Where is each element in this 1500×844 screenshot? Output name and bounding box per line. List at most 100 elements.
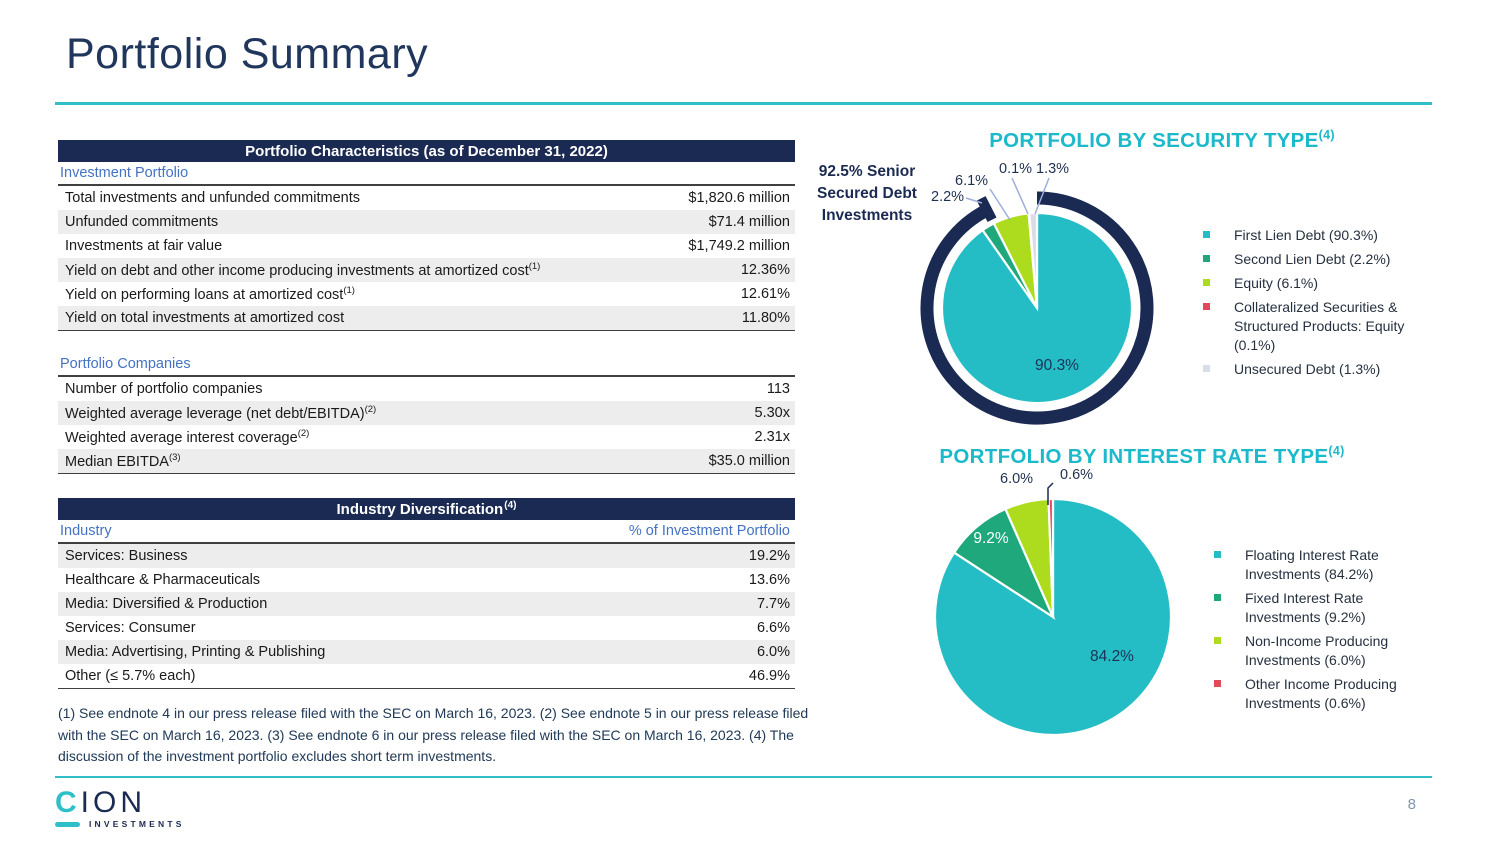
legend-label: Equity (6.1%) [1234, 275, 1319, 291]
fixed-slice-label: 9.2% [973, 530, 1009, 547]
legend-bullet-icon [1203, 255, 1210, 262]
table-row: Yield on total investments at amortized … [58, 306, 795, 330]
row-value: $35.0 million [708, 453, 790, 469]
row-value: $1,749.2 million [688, 238, 790, 254]
annotation-line: 92.5% Senior [818, 163, 916, 180]
legend-item: Collateralized Securities & Structured P… [1203, 298, 1443, 355]
annotation-line: Secured Debt [817, 185, 917, 202]
characteristics-table-title: Portfolio Characteristics (as of Decembe… [245, 142, 608, 160]
logo-bar-icon [55, 821, 80, 827]
legend-item: Non-Income Producing Investments (6.0%) [1214, 632, 1444, 670]
table-row: Investments at fair value $1,749.2 millio… [58, 234, 795, 258]
legend-bullet-icon [1214, 594, 1221, 601]
industry-pct-col-header: % of Investment Portfolio [628, 523, 790, 539]
security-chart-title: PORTFOLIO BY SECURITY TYPE(4) [989, 128, 1335, 152]
legend-label: Second Lien Debt (2.2%) [1234, 251, 1391, 267]
row-label: Services: Consumer [65, 620, 196, 636]
table-row: Healthcare & Pharmaceuticals 13.6% [58, 568, 795, 592]
table-row: Unfunded commitments $71.4 million [58, 210, 795, 234]
row-label: Total investments and unfunded commitmen… [65, 190, 360, 206]
logo-subtext: INVESTMENTS [89, 819, 185, 829]
footer-divider-line [55, 776, 1432, 778]
row-value: 11.80% [741, 310, 790, 326]
interest-pie-chart [933, 482, 1173, 737]
industry-table-title: Industry Diversification(4) [336, 500, 517, 518]
row-label: Media: Diversified & Production [65, 596, 268, 612]
table-row: Services: Business 19.2% [58, 544, 795, 568]
callout-second-lien: 2.2% [931, 189, 965, 205]
row-label: Weighted average interest coverage(2) [65, 428, 310, 446]
industry-col-header: Industry [60, 523, 112, 539]
legend-label: Non-Income Producing Investments (6.0%) [1245, 633, 1389, 668]
legend-item: Equity (6.1%) [1203, 274, 1443, 293]
leader-line [1011, 177, 1029, 215]
row-label: Other (≤ 5.7% each) [65, 668, 196, 684]
page-title: Portfolio Summary [66, 30, 429, 78]
legend-label: Other Income Producing Investments (0.6%… [1245, 676, 1397, 711]
legend-bullet-icon [1214, 637, 1221, 644]
characteristics-rows-2: Number of portfolio companies 113 Weighted… [58, 377, 795, 474]
table-row: Media: Diversified & Production 7.7% [58, 592, 795, 616]
interest-title-footnote-marker: (4) [1328, 444, 1345, 458]
legend-bullet-icon [1203, 231, 1210, 238]
legend-item: Second Lien Debt (2.2%) [1203, 250, 1443, 269]
security-pie-chart [920, 177, 1154, 425]
page-number: 8 [1407, 796, 1416, 813]
industry-table-header: Industry Diversification(4) [58, 498, 795, 520]
table-row: Total investments and unfunded commitmen… [58, 186, 795, 210]
senior-secured-ring [920, 191, 1154, 425]
callout-non-income: 6.0% [1000, 471, 1034, 487]
table-row: Services: Consumer 6.6% [58, 616, 795, 640]
legend-label: Collateralized Securities & Structured P… [1234, 299, 1405, 353]
callout-unsecured: 1.3% [1036, 161, 1070, 177]
row-value: 12.36% [740, 262, 790, 278]
interest-chart-title: PORTFOLIO BY INTEREST RATE TYPE(4) [939, 444, 1345, 468]
row-label: Weighted average leverage (net debt/EBIT… [65, 404, 377, 422]
interest-chart-legend: Floating Interest Rate Investments (84.2… [1214, 546, 1444, 718]
industry-rows: Services: Business 19.2% Healthcare & Phar… [58, 544, 795, 689]
legend-bullet-icon [1203, 279, 1210, 286]
leader-line [1047, 482, 1054, 505]
industry-column-headers: Industry % of Investment Portfolio [58, 520, 795, 544]
spacer [58, 689, 795, 703]
row-value: 113 [766, 381, 790, 397]
callout-collateralized: 0.1% [999, 161, 1033, 177]
row-value: $1,820.6 million [688, 190, 790, 206]
first-lien-slice-label: 90.3% [1035, 357, 1079, 374]
annotation-line: Investments [821, 207, 913, 224]
industry-title-footnote-marker: (4) [504, 500, 517, 511]
row-label: Media: Advertising, Printing & Publishin… [65, 644, 326, 660]
security-title-footnote-marker: (4) [1318, 128, 1335, 142]
row-value: 6.6% [756, 620, 790, 636]
table-row: Median EBITDA(3) $35.0 million [58, 449, 795, 473]
table-row: Yield on debt and other income producing… [58, 258, 795, 282]
row-value: 46.9% [748, 668, 790, 684]
legend-bullet-icon [1214, 551, 1221, 558]
security-chart-legend: First Lien Debt (90.3%) Second Lien Debt … [1203, 226, 1443, 384]
section-label-investment-portfolio: Investment Portfolio [58, 162, 795, 186]
logo-letter-c: C [55, 786, 81, 819]
senior-secured-annotation: 92.5% Senior Secured Debt Investments [806, 161, 928, 227]
row-label: Investments at fair value [65, 238, 223, 254]
row-label: Unfunded commitments [65, 214, 219, 230]
row-value: 12.61% [740, 286, 790, 302]
leader-line [965, 197, 983, 204]
legend-item: First Lien Debt (90.3%) [1203, 226, 1443, 245]
legend-label: Unsecured Debt (1.3%) [1234, 361, 1381, 377]
row-label: Healthcare & Pharmaceuticals [65, 572, 261, 588]
characteristics-rows-1: Total investments and unfunded commitmen… [58, 186, 795, 331]
footnotes: (1) See endnote 4 in our press release f… [58, 705, 809, 764]
tables-column: Portfolio Characteristics (as of Decembe… [58, 140, 808, 768]
section-label-portfolio-companies: Portfolio Companies [58, 353, 795, 377]
floating-slice-label: 84.2% [1090, 648, 1134, 665]
row-label: Yield on total investments at amortized … [65, 310, 345, 326]
cion-logo: CION INVESTMENTS [55, 788, 185, 829]
row-label: Median EBITDA(3) [65, 452, 181, 470]
legend-label: Fixed Interest Rate Investments (9.2%) [1245, 590, 1366, 625]
legend-item: Floating Interest Rate Investments (84.2… [1214, 546, 1444, 584]
logo-letters-ion: ION [80, 786, 147, 819]
legend-bullet-icon [1214, 680, 1221, 687]
row-value: $71.4 million [708, 214, 790, 230]
table-row: Weighted average interest coverage(2) 2.3… [58, 425, 795, 449]
